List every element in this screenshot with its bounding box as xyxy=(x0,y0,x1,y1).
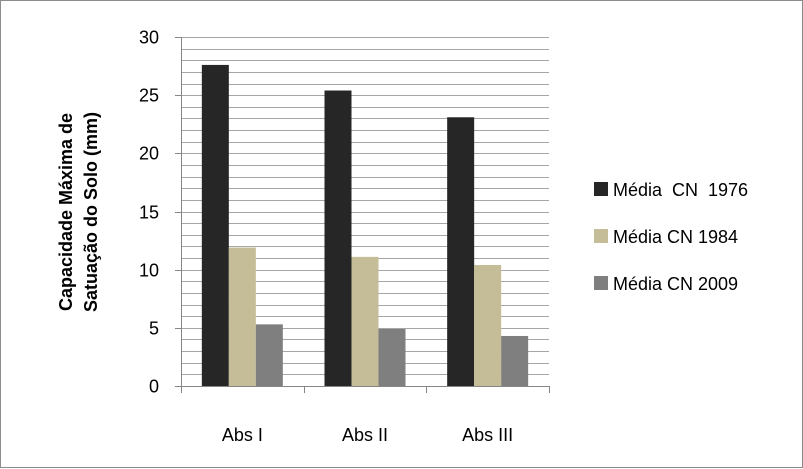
y-tick-label: 0 xyxy=(149,377,159,397)
y-tick-label: 20 xyxy=(139,144,159,164)
legend-label: Média CN 1976 xyxy=(613,180,748,200)
legend-label: Média CN 2009 xyxy=(613,274,738,294)
bars xyxy=(201,64,529,387)
bar-1-2 xyxy=(324,90,352,386)
x-tick-label: Abs II xyxy=(342,425,388,445)
bar-3-3 xyxy=(501,335,529,386)
y-axis-title-group: Capacidade Máxima de Satuação do Solo (mm… xyxy=(56,112,101,312)
legend: Média CN 1976 Média CN 1984 Média CN 2009 xyxy=(594,180,748,294)
axes xyxy=(175,37,550,393)
legend-swatch xyxy=(594,182,608,196)
y-axis-title-line: Capacidade Máxima de xyxy=(56,113,76,311)
legend-label: Média CN 1984 xyxy=(613,227,738,247)
bar-3-1 xyxy=(255,324,283,386)
y-tick-label: 15 xyxy=(139,203,159,223)
bar-2-3 xyxy=(474,265,502,386)
y-tick-label: 5 xyxy=(149,319,159,339)
bar-2-2 xyxy=(351,256,379,386)
y-axis-title: Capacidade Máxima de Satuação do Solo (mm… xyxy=(56,112,101,312)
y-tick-label: 10 xyxy=(139,261,159,281)
legend-swatch xyxy=(594,229,608,243)
bar-3-2 xyxy=(378,328,406,386)
x-tick-label: Abs III xyxy=(462,425,513,445)
x-tick-label: Abs I xyxy=(222,425,263,445)
bar-1-3 xyxy=(447,117,475,387)
y-tick-labels: 0 5 10 15 20 25 30 xyxy=(139,28,159,397)
legend-swatch xyxy=(594,276,608,290)
bar-1-1 xyxy=(201,64,229,387)
y-tick-label: 25 xyxy=(139,86,159,106)
y-axis-title-line: Satuação do Solo (mm) xyxy=(81,112,101,312)
bar-2-1 xyxy=(228,247,256,386)
x-tick-labels: Abs I Abs II Abs III xyxy=(222,425,513,445)
y-tick-label: 30 xyxy=(139,28,159,48)
